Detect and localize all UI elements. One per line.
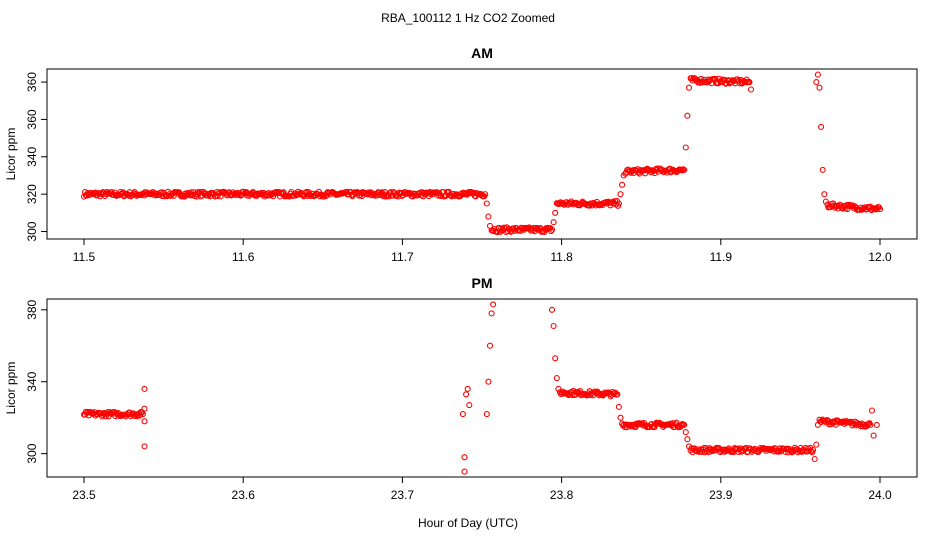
data-point (550, 219, 557, 226)
x-tick-label: 11.7 (391, 250, 414, 264)
data-point (548, 226, 556, 233)
data-point (697, 75, 705, 82)
data-point (811, 455, 818, 463)
x-tick-label: 23.9 (709, 488, 733, 502)
data-point (488, 310, 495, 317)
data-point (141, 418, 148, 425)
data-point (685, 84, 693, 91)
y-tick-label: 340 (25, 146, 39, 166)
data-point (139, 411, 146, 418)
data-point (617, 191, 624, 198)
data-point (814, 71, 821, 78)
data-point (553, 375, 560, 382)
data-point (141, 405, 148, 412)
data-point (461, 454, 468, 461)
data-point (876, 206, 884, 213)
panels: AM Licor ppm 11.5 11.6 11.7 11.8 11.9 12.0 300 32… (4, 45, 918, 502)
data-point (746, 79, 753, 86)
data-points (80, 71, 884, 236)
data-point (459, 411, 466, 418)
data-point (552, 355, 559, 362)
y-tick-label: 360 (25, 72, 39, 92)
data-point (821, 191, 828, 198)
y-tick-label: 300 (25, 443, 39, 463)
data-point (684, 436, 691, 443)
data-point (682, 429, 689, 436)
x-axis-label: Hour of Day (UTC) (418, 516, 518, 530)
data-point (617, 414, 624, 421)
data-point (555, 385, 562, 392)
data-point (619, 181, 626, 188)
x-tick-label: 23.8 (550, 488, 574, 502)
data-point (674, 423, 681, 430)
panel-title: PM (472, 275, 493, 291)
data-point (868, 407, 876, 414)
panel-title: AM (471, 45, 493, 61)
data-point (867, 421, 874, 428)
y-tick-label: 360 (25, 109, 39, 129)
data-point (747, 86, 755, 93)
x-tick-label: 23.6 (232, 488, 256, 502)
y-tick-label: 380 (25, 299, 39, 319)
data-point (684, 112, 691, 119)
data-point (813, 441, 820, 448)
data-point (490, 301, 497, 308)
data-point (461, 468, 468, 475)
data-point (550, 322, 557, 330)
data-point (822, 198, 829, 205)
panel-pm: PM Licor ppm 23.5 23.6 23.7 23.8 23.9 24.0 300 34… (4, 275, 918, 502)
data-points (80, 301, 880, 475)
data-point (483, 411, 490, 418)
y-axis-label: Licor ppm (4, 362, 18, 415)
data-point (548, 306, 556, 313)
x-tick-label: 23.7 (391, 488, 415, 502)
data-point (615, 200, 622, 207)
plot-frame (46, 68, 918, 240)
data-point (818, 123, 825, 130)
data-point (813, 79, 820, 86)
x-tick-label: 24.0 (868, 488, 892, 502)
data-point (485, 378, 492, 385)
x-tick-label: 11.9 (710, 250, 733, 264)
data-point (552, 209, 559, 216)
y-tick-label: 320 (25, 184, 39, 204)
data-point (819, 166, 826, 173)
y-tick-label: 340 (25, 371, 39, 391)
data-point (435, 192, 442, 199)
data-point (614, 391, 621, 398)
data-point (483, 200, 490, 207)
data-point (463, 391, 470, 398)
x-tick-label: 11.5 (73, 250, 96, 264)
data-point (466, 402, 473, 409)
data-point (681, 166, 688, 173)
data-point (486, 342, 494, 349)
data-point (112, 191, 119, 199)
x-tick-label: 12.0 (868, 250, 892, 264)
panel-am: AM Licor ppm 11.5 11.6 11.7 11.8 11.9 12.0 300 32… (4, 45, 918, 264)
data-point (710, 75, 717, 82)
data-point (816, 84, 823, 91)
plot-frame (46, 298, 918, 478)
data-point (141, 385, 148, 392)
data-point (682, 144, 689, 151)
x-tick-label: 23.5 (72, 488, 96, 502)
data-point (482, 191, 489, 198)
y-tick-label: 300 (25, 221, 39, 241)
y-axis-label: Licor ppm (4, 128, 18, 181)
data-point (194, 189, 201, 196)
data-point (141, 443, 148, 450)
data-point (810, 446, 817, 454)
figure-suptitle: RBA_100112 1 Hz CO2 Zoomed (381, 11, 555, 25)
data-point (681, 421, 688, 428)
data-point (873, 421, 880, 428)
data-point (464, 385, 471, 392)
x-tick-label: 11.6 (232, 250, 255, 264)
data-point (870, 432, 877, 439)
data-point (485, 213, 492, 220)
data-point (615, 403, 622, 410)
x-tick-label: 11.8 (550, 250, 573, 264)
